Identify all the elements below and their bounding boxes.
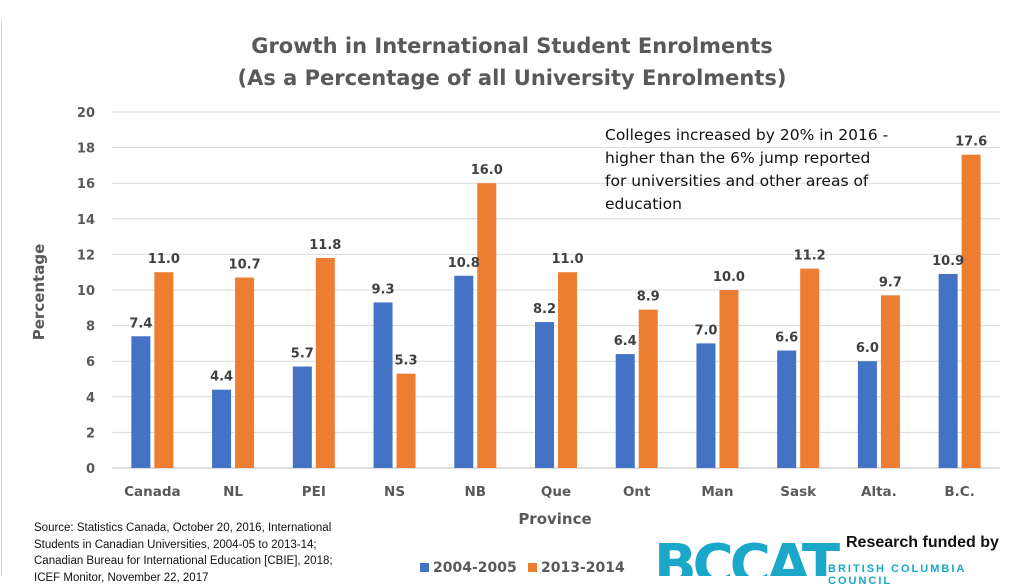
bar-2004-2005-Canada: [131, 336, 151, 468]
y-tick-label: 4: [86, 391, 95, 406]
bar-2004-2005-NL: [212, 389, 232, 468]
chart-title-block: Growth in International Student Enrolmen…: [0, 30, 1024, 94]
bar-2004-2005-Alta.: [857, 361, 877, 468]
data-label: 10.0: [713, 270, 745, 285]
data-label: 8.9: [637, 290, 660, 305]
chart-annotation: Colleges increased by 20% in 2016 - high…: [605, 126, 889, 213]
data-label: 7.4: [129, 316, 152, 331]
bar-2004-2005-Ont: [615, 354, 635, 468]
data-label: 9.3: [372, 282, 395, 297]
bar-2013-2014-Man: [719, 290, 739, 468]
data-label: 8.2: [533, 302, 556, 317]
x-tick-label: Canada: [124, 484, 181, 500]
bar-2013-2014-Alta.: [880, 295, 900, 468]
chart-title: Growth in International Student Enrolmen…: [251, 34, 773, 58]
bar-2013-2014-Canada: [154, 272, 174, 468]
bar-2004-2005-Man: [696, 343, 716, 468]
x-tick-label: Man: [701, 484, 733, 500]
bar-2013-2014-B.C.: [961, 154, 981, 468]
data-label: 11.2: [794, 249, 826, 264]
data-label: 7.0: [694, 323, 717, 338]
data-label: 6.0: [856, 341, 879, 356]
legend-label: 2004-2005: [433, 560, 517, 576]
data-label: 4.4: [210, 370, 233, 385]
data-label: 5.3: [395, 354, 418, 369]
bar-2004-2005-Que: [535, 322, 554, 468]
data-label: 10.8: [448, 256, 480, 271]
bars-layer: [131, 154, 981, 468]
data-label: 5.7: [291, 347, 314, 362]
y-tick-label: 20: [77, 106, 95, 121]
y-tick-label: 6: [86, 355, 95, 370]
x-tick-label: Alta.: [861, 484, 897, 500]
x-tick-label: NB: [464, 484, 486, 500]
y-tick-label: 2: [86, 426, 95, 441]
y-tick-label: 14: [77, 213, 95, 228]
source-note: Source: Statistics Canada, October 20, 2…: [34, 522, 333, 584]
y-tick-label: 8: [86, 320, 95, 335]
x-tick-label: B.C.: [944, 484, 974, 500]
data-label: 17.6: [955, 135, 987, 150]
x-tick-label: NL: [223, 484, 243, 500]
data-label: 9.7: [879, 275, 902, 290]
data-label: 11.0: [551, 252, 583, 267]
slide-edge-line: [1, 20, 2, 576]
bar-2013-2014-Que: [558, 272, 577, 468]
chart-subtitle: (As a Percentage of all University Enrol…: [237, 66, 787, 90]
data-label: 6.4: [614, 334, 637, 349]
funding-label: Research funded by: [846, 534, 999, 551]
bar-2013-2014-Ont: [638, 309, 658, 468]
legend-label: 2013-2014: [541, 560, 625, 576]
bar-2013-2014-NL: [235, 277, 255, 468]
bar-2004-2005-NS: [373, 302, 393, 468]
y-tick-label: 18: [77, 142, 95, 157]
bar-2004-2005-B.C.: [938, 273, 958, 468]
grid-layer: 0 2 4 6 8 10 12 14 16 18 20: [77, 106, 1000, 477]
x-axis-label: Province: [518, 510, 591, 528]
legend-swatch: [528, 563, 537, 572]
bar-2013-2014-Sask: [800, 268, 820, 468]
bar-2004-2005-PEI: [292, 366, 312, 468]
x-tick-label: PEI: [302, 484, 326, 500]
bar-2013-2014-PEI: [315, 257, 335, 468]
data-label: 11.8: [309, 238, 341, 253]
y-tick-label: 16: [77, 177, 95, 192]
y-tick-label: 10: [77, 284, 95, 299]
bar-2013-2014-NB: [477, 183, 497, 468]
data-label: 11.0: [148, 252, 180, 267]
data-label: 16.0: [471, 163, 503, 178]
logo-text: BCCAT: [654, 536, 840, 576]
legend-swatch: [420, 563, 429, 572]
bccat-logo: BCCAT: [654, 536, 844, 576]
y-axis-label: Percentage: [30, 244, 48, 341]
bar-2013-2014-NS: [396, 373, 416, 468]
data-label: 10.9: [932, 254, 964, 269]
data-label: 6.6: [775, 331, 798, 346]
bar-2004-2005-NB: [454, 275, 474, 468]
data-label: 10.7: [229, 258, 261, 273]
x-tick-label: NS: [384, 484, 405, 500]
bar-2004-2005-Sask: [777, 350, 797, 468]
x-tick-label: Ont: [623, 484, 651, 500]
x-tick-label: Que: [541, 484, 571, 500]
logo-subtext: BRITISH COLUMBIA COUNCIL: [828, 563, 966, 587]
y-tick-label: 0: [86, 462, 95, 477]
y-tick-label: 12: [77, 248, 95, 263]
x-tick-label: Sask: [780, 484, 817, 500]
legend: 2004-2005 2013-2014: [420, 560, 625, 576]
labels-layer: 7.4 11.0 Canada 4.4 10.7 NL 5.7 11.8 PEI 9.3 5.3 NS…: [124, 135, 987, 500]
